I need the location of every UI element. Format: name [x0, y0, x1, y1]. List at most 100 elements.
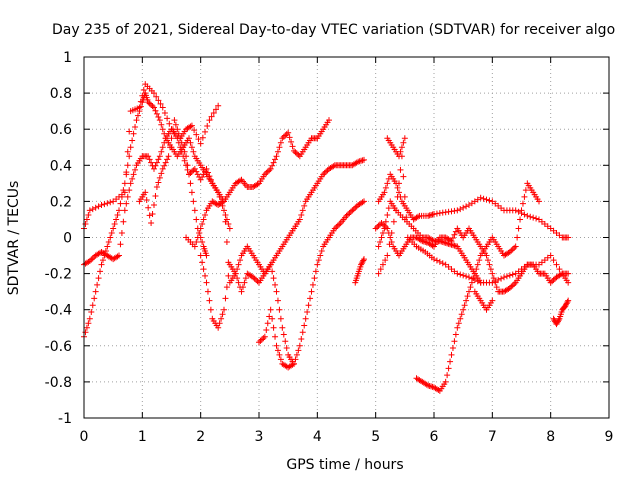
data-point: [145, 204, 152, 211]
data-point: [199, 220, 206, 227]
data-point: [429, 242, 436, 249]
data-point: [381, 189, 388, 196]
data-point: [95, 203, 102, 210]
data-point: [484, 257, 491, 264]
data-point: [91, 295, 98, 302]
data-point: [225, 259, 232, 266]
data-point: [221, 306, 227, 313]
data-point: [312, 268, 319, 275]
data-point: [463, 273, 470, 280]
data-point: [321, 169, 328, 176]
data-point: [514, 234, 521, 241]
data-point: [493, 284, 500, 291]
data-point: [235, 279, 242, 286]
data-point: [291, 360, 297, 367]
series-sat-j: [375, 171, 572, 241]
x-axis-label: GPS time / hours: [286, 457, 403, 473]
data-point: [222, 211, 229, 218]
data-point: [269, 315, 276, 322]
data-point: [92, 204, 99, 211]
data-point: [194, 171, 201, 178]
data-point: [512, 207, 519, 214]
data-point: [117, 200, 124, 207]
data-point: [398, 144, 405, 151]
data-point: [492, 278, 499, 285]
data-point: [234, 275, 241, 282]
data-point: [464, 293, 471, 300]
data-series: [81, 81, 572, 394]
data-point: [82, 329, 89, 336]
data-point: [118, 229, 125, 236]
data-point: [151, 165, 157, 172]
data-point: [298, 336, 305, 343]
data-point: [298, 211, 305, 218]
data-point: [187, 139, 194, 146]
data-point: [186, 135, 192, 142]
data-point: [149, 211, 156, 218]
data-point: [269, 268, 276, 275]
data-point: [565, 279, 572, 286]
data-point: [302, 315, 309, 322]
data-point: [161, 130, 168, 137]
data-point: [452, 331, 459, 338]
data-point: [121, 207, 128, 214]
data-point: [314, 261, 321, 268]
data-point: [181, 148, 188, 155]
data-point: [239, 284, 246, 291]
data-point: [82, 220, 89, 227]
data-point: [346, 210, 353, 217]
data-point: [460, 204, 467, 211]
data-point: [361, 198, 367, 205]
data-point: [480, 195, 487, 202]
data-point: [194, 234, 201, 241]
data-point: [468, 279, 475, 286]
data-point: [254, 181, 261, 188]
data-point: [486, 261, 493, 268]
data-point: [374, 224, 381, 231]
data-point: [508, 283, 515, 290]
data-point: [174, 126, 181, 133]
x-tick-label: 8: [546, 429, 555, 445]
data-point: [120, 218, 127, 225]
data-point: [397, 166, 404, 173]
data-point: [206, 117, 213, 124]
data-point: [489, 279, 496, 286]
data-point: [439, 260, 446, 267]
data-point: [448, 351, 455, 358]
data-point: [273, 288, 280, 295]
data-point: [466, 288, 472, 295]
series-sat-c: [81, 90, 227, 340]
data-point: [436, 258, 443, 265]
data-point: [401, 193, 408, 200]
y-tick-label: -0.4: [45, 303, 72, 319]
data-point: [361, 156, 367, 163]
data-point: [146, 100, 153, 107]
data-point: [359, 258, 366, 265]
data-point: [320, 171, 327, 178]
data-point: [216, 320, 223, 327]
data-point: [88, 256, 95, 263]
y-tick-labels: -1 -0.8 -0.6 -0.4 -0.2 0 0.2 0.4 0.6 0.8 1: [45, 50, 72, 427]
data-point: [267, 261, 274, 268]
data-point: [127, 144, 134, 151]
data-point: [114, 211, 121, 218]
data-point: [515, 225, 522, 232]
data-point: [152, 192, 159, 199]
data-point: [565, 270, 572, 277]
y-tick-label: 0.6: [50, 122, 72, 138]
data-point: [384, 211, 391, 218]
data-point: [490, 275, 497, 282]
data-point: [352, 204, 359, 211]
data-point: [498, 275, 505, 282]
data-point: [384, 180, 391, 187]
data-point: [98, 261, 105, 268]
data-point: [149, 103, 156, 110]
data-point: [397, 148, 404, 155]
data-point: [515, 208, 522, 215]
data-point: [264, 168, 271, 175]
data-point: [145, 153, 152, 160]
data-point: [190, 198, 197, 205]
data-point: [550, 276, 557, 283]
data-point: [385, 205, 392, 212]
plot-frame: [83, 56, 610, 419]
